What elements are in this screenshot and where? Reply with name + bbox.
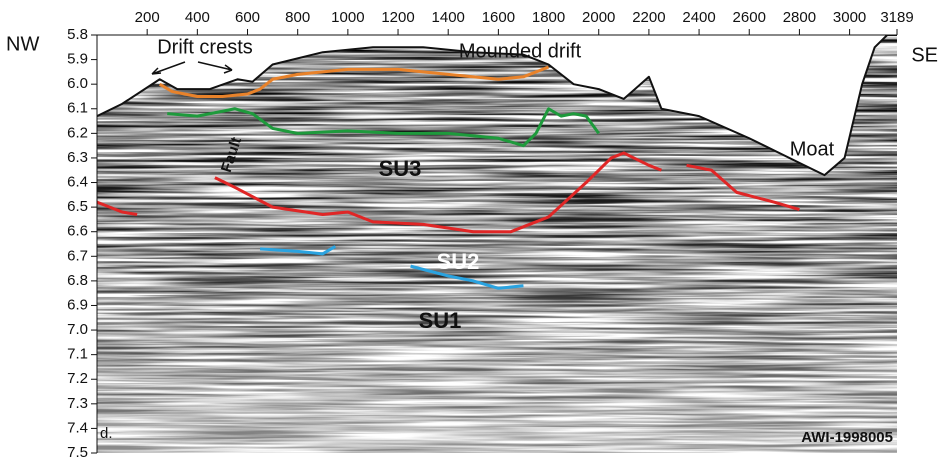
- direction-label: NW: [6, 33, 39, 55]
- y-tick-label: 7.4: [67, 419, 88, 436]
- arrow: [152, 62, 232, 74]
- y-tick-label: 6.0: [67, 75, 88, 92]
- x-tick-label: 1600: [482, 9, 515, 26]
- y-tick-label: 6.8: [67, 272, 88, 289]
- y-tick-label: 6.7: [67, 247, 88, 264]
- annotation: SU1: [419, 308, 462, 333]
- x-tick-label: 1000: [331, 9, 364, 26]
- x-tick-label: 1400: [432, 9, 465, 26]
- y-tick-label: 7.3: [67, 395, 88, 412]
- x-tick-label: 400: [185, 9, 210, 26]
- x-tick-label: 200: [135, 9, 160, 26]
- x-tick-label: 3000: [833, 9, 866, 26]
- y-tick-label: 6.4: [67, 173, 88, 190]
- annotation: SU2: [437, 249, 480, 274]
- y-tick-label: 5.8: [67, 26, 88, 43]
- y-tick-label: 5.9: [67, 51, 88, 68]
- x-tick-label: 600: [235, 9, 260, 26]
- annotation: Drift crests: [157, 36, 253, 58]
- y-tick-label: 6.2: [67, 124, 88, 141]
- x-tick-label: 3189: [880, 9, 913, 26]
- annotation: SU3: [379, 156, 422, 181]
- x-tick-label: 1800: [532, 9, 565, 26]
- y-tick-label: 6.9: [67, 296, 88, 313]
- y-tick-label: 7.1: [67, 346, 88, 363]
- y-tick-label: 6.1: [67, 100, 88, 117]
- y-tick-label: 6.6: [67, 223, 88, 240]
- x-tick-label: 2000: [582, 9, 615, 26]
- chart: 200 400 600 800 1000 1200 1400 1600 1800 2000 2200…: [0, 0, 944, 459]
- y-tick-label: 7.2: [67, 370, 88, 387]
- annotation: Moat: [790, 138, 835, 160]
- x-tick-label: 2400: [682, 9, 715, 26]
- y-tick-label: 6.5: [67, 198, 88, 215]
- x-tick-label: 2800: [783, 9, 816, 26]
- y-tick-label: 7.5: [67, 444, 88, 459]
- x-tick-label: 2600: [733, 9, 766, 26]
- y-tick-label: 7.0: [67, 321, 88, 338]
- x-tick-label: 1200: [381, 9, 414, 26]
- direction-label: SE: [911, 44, 938, 66]
- y-tick-label: 6.3: [67, 149, 88, 166]
- annotation: Mounded drift: [459, 40, 582, 62]
- panel-label: d.: [100, 425, 113, 442]
- plot-area: [97, 35, 897, 453]
- x-tick-label: 800: [285, 9, 310, 26]
- profile-id: AWI-1998005: [801, 429, 893, 446]
- x-tick-label: 2200: [632, 9, 665, 26]
